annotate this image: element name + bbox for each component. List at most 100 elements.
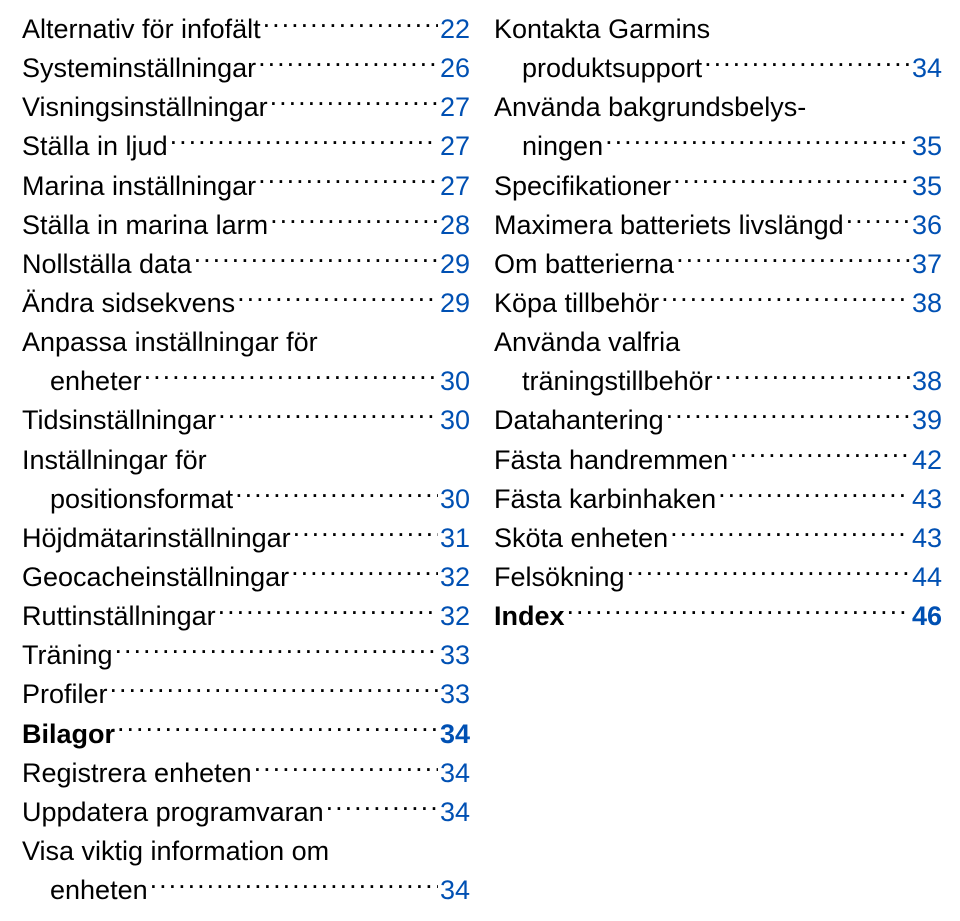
- toc-leader: [258, 168, 438, 195]
- toc-entry[interactable]: Sköta enheten 43: [494, 519, 942, 558]
- toc-entry[interactable]: Geocacheinställningar 32: [22, 558, 470, 597]
- toc-page-number: 27: [440, 127, 470, 166]
- toc-page-number: 22: [440, 10, 470, 49]
- toc-leader: [144, 363, 438, 390]
- toc-entry[interactable]: Maximera batteriets livslängd 36: [494, 206, 942, 245]
- toc-entry-label: träningstillbehör: [494, 362, 713, 401]
- toc-entry[interactable]: Inställningar för: [22, 441, 470, 480]
- toc-page-number: 38: [912, 284, 942, 323]
- toc-entry[interactable]: Visningsinställningar 27: [22, 88, 470, 127]
- toc-entry[interactable]: Systeminställningar 26: [22, 49, 470, 88]
- toc-leader: [291, 559, 438, 586]
- toc-page-number: 34: [440, 793, 470, 832]
- toc-entry-label: enheten: [22, 871, 148, 910]
- toc-entry-label: Geocacheinställningar: [22, 558, 289, 597]
- toc-page-number: 38: [912, 362, 942, 401]
- toc-leader: [263, 11, 438, 38]
- toc-entry[interactable]: Om batterierna 37: [494, 245, 942, 284]
- toc-entry[interactable]: Datahantering 39: [494, 401, 942, 440]
- toc-leader: [712, 11, 940, 38]
- toc-entry-label: Fästa karbinhaken: [494, 480, 716, 519]
- toc-entry-label: enheter: [22, 362, 142, 401]
- toc-entry-label: Höjdmätarinställningar: [22, 519, 291, 558]
- toc-page-number: 28: [440, 206, 470, 245]
- toc-leader: [170, 128, 438, 155]
- toc-entry-label: Kontakta Garmins: [494, 10, 710, 49]
- toc-entry[interactable]: Fästa handremmen 42: [494, 441, 942, 480]
- toc-entry[interactable]: Köpa tillbehör 38: [494, 284, 942, 323]
- toc-page-number: 37: [912, 245, 942, 284]
- toc-entry[interactable]: Visa viktig information om: [22, 832, 470, 871]
- toc-leader: [704, 50, 910, 77]
- toc-leader: [718, 481, 910, 508]
- toc-entry[interactable]: Använda bakgrundsbelys-: [494, 88, 942, 127]
- toc-page-number: 32: [440, 597, 470, 636]
- toc-entry[interactable]: Anpassa inställningar för: [22, 323, 470, 362]
- toc-entry-label: Maximera batteriets livslängd: [494, 206, 844, 245]
- toc-leader: [846, 207, 910, 234]
- toc-page-number: 34: [440, 715, 470, 754]
- toc-entry[interactable]: Ruttinställningar 32: [22, 597, 470, 636]
- toc-page-number: 35: [912, 167, 942, 206]
- toc-entry[interactable]: Höjdmätarinställningar 31: [22, 519, 470, 558]
- toc-entry[interactable]: Marina inställningar 27: [22, 167, 470, 206]
- toc-entry[interactable]: Tidsinställningar 30: [22, 401, 470, 440]
- toc-entry-label: positionsformat: [22, 480, 233, 519]
- toc-entry-label: Felsökning: [494, 558, 625, 597]
- toc-entry-label: Marina inställningar: [22, 167, 256, 206]
- toc-entry-label: Systeminställningar: [22, 49, 256, 88]
- toc-entry[interactable]: Ändra sidsekvens 29: [22, 284, 470, 323]
- toc-entry-label: Ställa in ljud: [22, 127, 168, 166]
- toc-entry[interactable]: Specifikationer 35: [494, 167, 942, 206]
- toc-entry[interactable]: enheten 34: [22, 871, 470, 910]
- toc-page-number: 32: [440, 558, 470, 597]
- toc-entry[interactable]: Använda valfria: [494, 323, 942, 362]
- toc-entry[interactable]: enheter 30: [22, 362, 470, 401]
- toc-leader: [115, 637, 438, 664]
- toc-entry[interactable]: Alternativ för infofält 22: [22, 10, 470, 49]
- toc-entry-label: produktsupport: [494, 49, 702, 88]
- toc-entry[interactable]: ningen 35: [494, 127, 942, 166]
- toc-entry-label: Visa viktig information om: [22, 832, 329, 871]
- toc-entry-label: Sköta enheten: [494, 519, 668, 558]
- toc-leader: [270, 89, 438, 116]
- toc-entry[interactable]: Profiler 33: [22, 675, 470, 714]
- toc-heading[interactable]: Index 46: [494, 597, 942, 636]
- toc-entry[interactable]: Registrera enheten 34: [22, 754, 470, 793]
- toc-page-number: 34: [440, 754, 470, 793]
- toc-entry[interactable]: Träning 33: [22, 636, 470, 675]
- toc-entry-label: Alternativ för infofält: [22, 10, 261, 49]
- toc-column-left: Alternativ för infofält 22Systeminställn…: [22, 10, 470, 911]
- toc-leader: [150, 872, 438, 899]
- toc-entry-label: Nollställa data: [22, 245, 192, 284]
- toc-leader: [326, 794, 438, 821]
- toc-leader: [715, 363, 910, 390]
- toc-entry[interactable]: Ställa in marina larm 28: [22, 206, 470, 245]
- toc-entry-label: Profiler: [22, 675, 108, 714]
- toc-page-number: 35: [912, 127, 942, 166]
- toc-leader: [666, 402, 910, 429]
- toc-entry-label: Specifikationer: [494, 167, 671, 206]
- toc-leader: [218, 598, 438, 625]
- toc-entry[interactable]: positionsformat 30: [22, 480, 470, 519]
- toc-page-number: 33: [440, 675, 470, 714]
- toc-entry[interactable]: träningstillbehör 38: [494, 362, 942, 401]
- toc-entry[interactable]: Nollställa data 29: [22, 245, 470, 284]
- toc-entry[interactable]: Kontakta Garmins: [494, 10, 942, 49]
- toc-entry[interactable]: Uppdatera programvaran 34: [22, 793, 470, 832]
- toc-entry-label: Använda bakgrundsbelys-: [494, 88, 806, 127]
- toc-entry[interactable]: Fästa karbinhaken 43: [494, 480, 942, 519]
- toc-entry-label: Registrera enheten: [22, 754, 252, 793]
- toc-entry[interactable]: Ställa in ljud 27: [22, 127, 470, 166]
- toc-page-number: 29: [440, 284, 470, 323]
- toc-heading[interactable]: Bilagor 34: [22, 715, 470, 754]
- toc-page-number: 43: [912, 519, 942, 558]
- toc-entry-label: Index: [494, 597, 565, 636]
- toc-page-number: 27: [440, 167, 470, 206]
- toc-page-number: 44: [912, 558, 942, 597]
- toc-page-number: 26: [440, 49, 470, 88]
- toc-entry[interactable]: produktsupport 34: [494, 49, 942, 88]
- toc-entry-label: Köpa tillbehör: [494, 284, 659, 323]
- toc-entry[interactable]: Felsökning 44: [494, 558, 942, 597]
- toc-entry-label: Använda valfria: [494, 323, 680, 362]
